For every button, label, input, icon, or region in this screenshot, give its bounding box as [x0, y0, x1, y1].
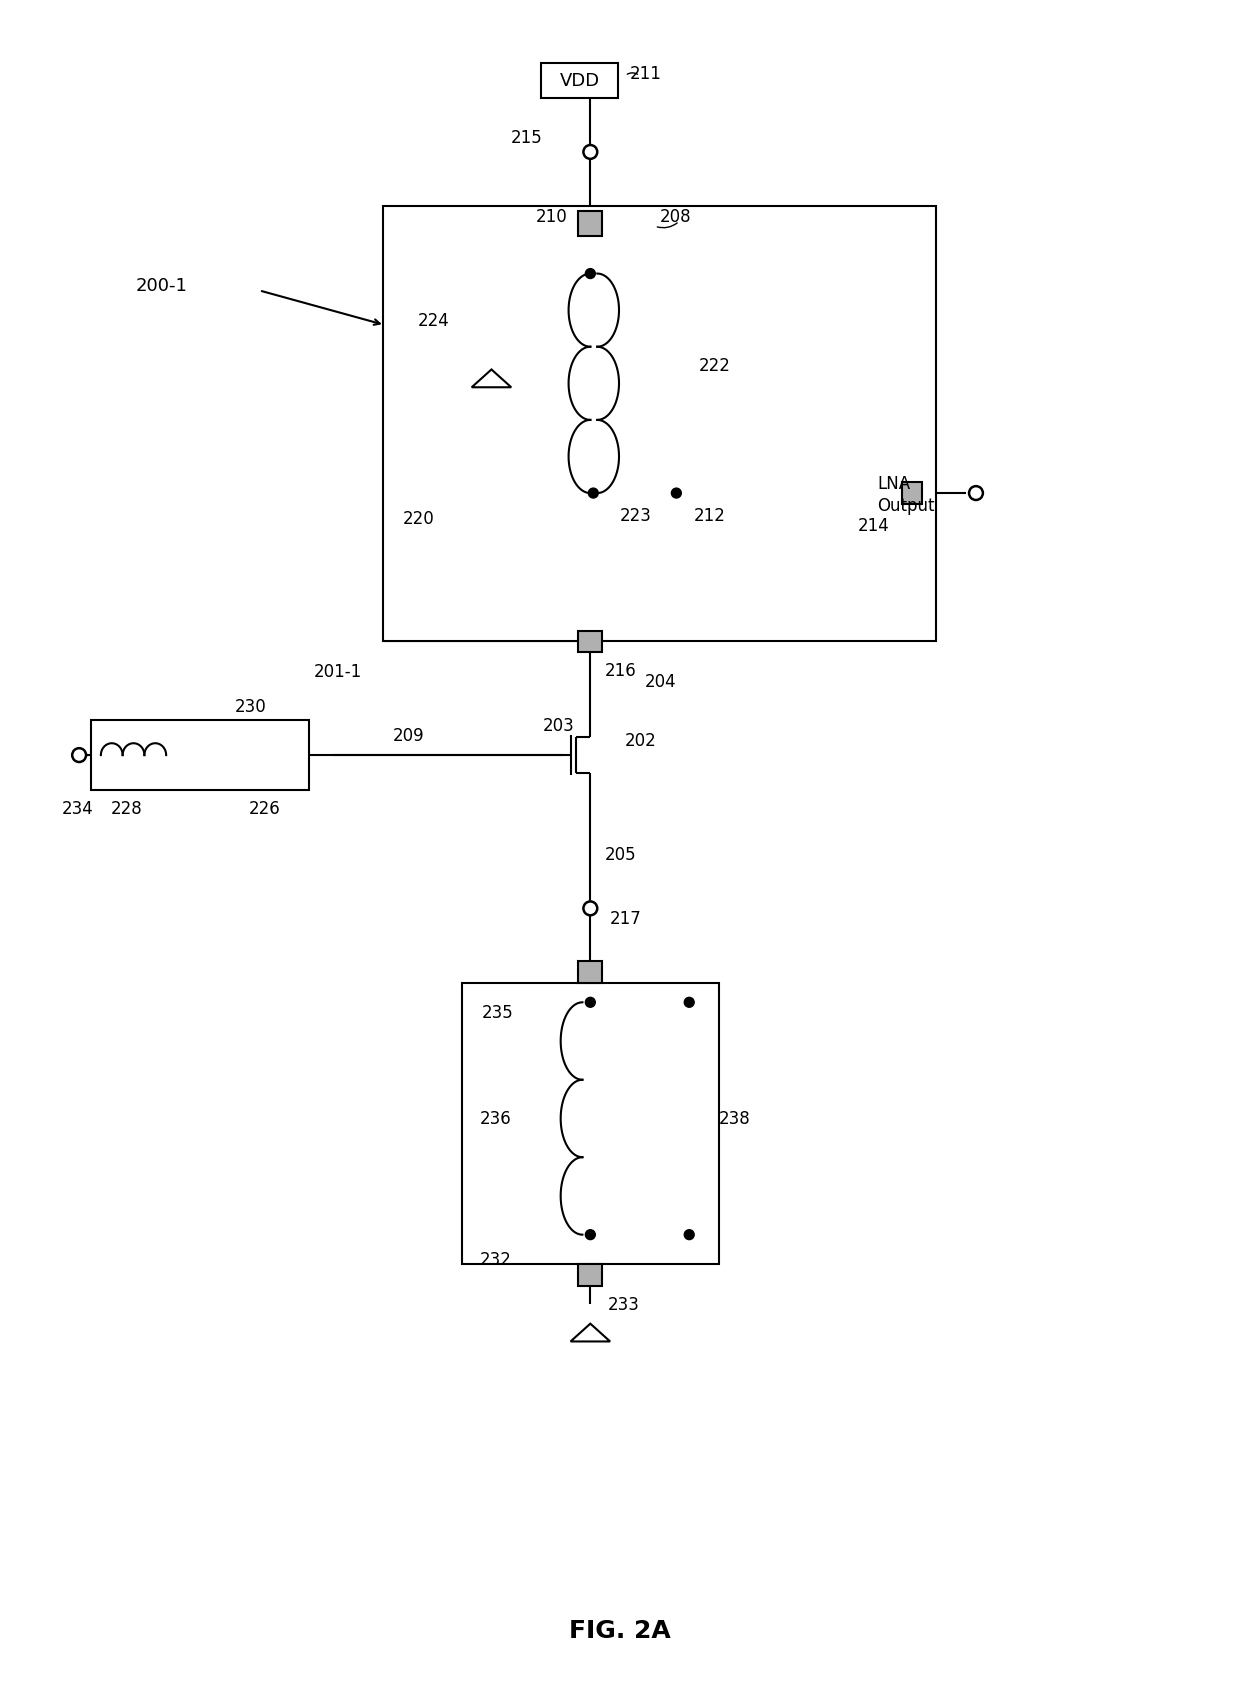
Text: 208: 208: [660, 208, 691, 227]
Polygon shape: [570, 1323, 610, 1342]
Text: 235: 235: [481, 1004, 513, 1021]
Bar: [579, 962, 603, 984]
Text: 223: 223: [620, 506, 652, 525]
Circle shape: [588, 489, 598, 500]
Text: 232: 232: [480, 1251, 511, 1269]
Polygon shape: [471, 370, 511, 389]
Text: 205: 205: [605, 846, 637, 863]
Text: 233: 233: [608, 1296, 640, 1313]
Bar: [579, 211, 603, 237]
Bar: [901, 483, 921, 505]
Text: 202: 202: [625, 731, 657, 750]
Text: 216: 216: [605, 662, 637, 680]
Bar: [541, 63, 618, 99]
Text: 201-1: 201-1: [314, 663, 362, 680]
Text: Output: Output: [877, 496, 935, 515]
Text: 203: 203: [543, 718, 574, 735]
Text: 230: 230: [234, 697, 267, 714]
Circle shape: [968, 488, 983, 501]
Text: 238: 238: [719, 1110, 750, 1127]
Text: 224: 224: [418, 312, 449, 329]
Text: 200-1: 200-1: [135, 278, 187, 295]
Circle shape: [671, 489, 681, 500]
Circle shape: [585, 1229, 595, 1240]
Circle shape: [585, 997, 595, 1008]
Text: 211: 211: [630, 65, 662, 84]
Bar: [579, 631, 603, 653]
Text: FIG. 2A: FIG. 2A: [569, 1618, 671, 1642]
Circle shape: [583, 147, 598, 160]
Text: VDD: VDD: [559, 72, 599, 90]
Bar: [579, 1265, 603, 1286]
Text: 209: 209: [393, 726, 424, 745]
Bar: [91, 721, 309, 789]
Text: 236: 236: [480, 1110, 511, 1127]
Text: 226: 226: [249, 800, 281, 817]
Text: 222: 222: [699, 356, 730, 375]
Text: 220: 220: [403, 510, 434, 527]
Text: 212: 212: [694, 506, 727, 525]
Bar: [383, 208, 936, 643]
Text: 234: 234: [61, 800, 93, 817]
Circle shape: [684, 997, 694, 1008]
Circle shape: [72, 748, 86, 762]
Text: 214: 214: [857, 517, 889, 534]
Circle shape: [684, 1229, 694, 1240]
Text: 228: 228: [110, 800, 143, 817]
Text: LNA: LNA: [877, 476, 910, 493]
Circle shape: [585, 269, 595, 280]
Text: 204: 204: [645, 672, 676, 691]
Circle shape: [583, 902, 598, 916]
Text: 210: 210: [536, 208, 568, 227]
Bar: [461, 984, 719, 1265]
Text: 215: 215: [511, 130, 543, 147]
Text: 217: 217: [610, 910, 642, 928]
